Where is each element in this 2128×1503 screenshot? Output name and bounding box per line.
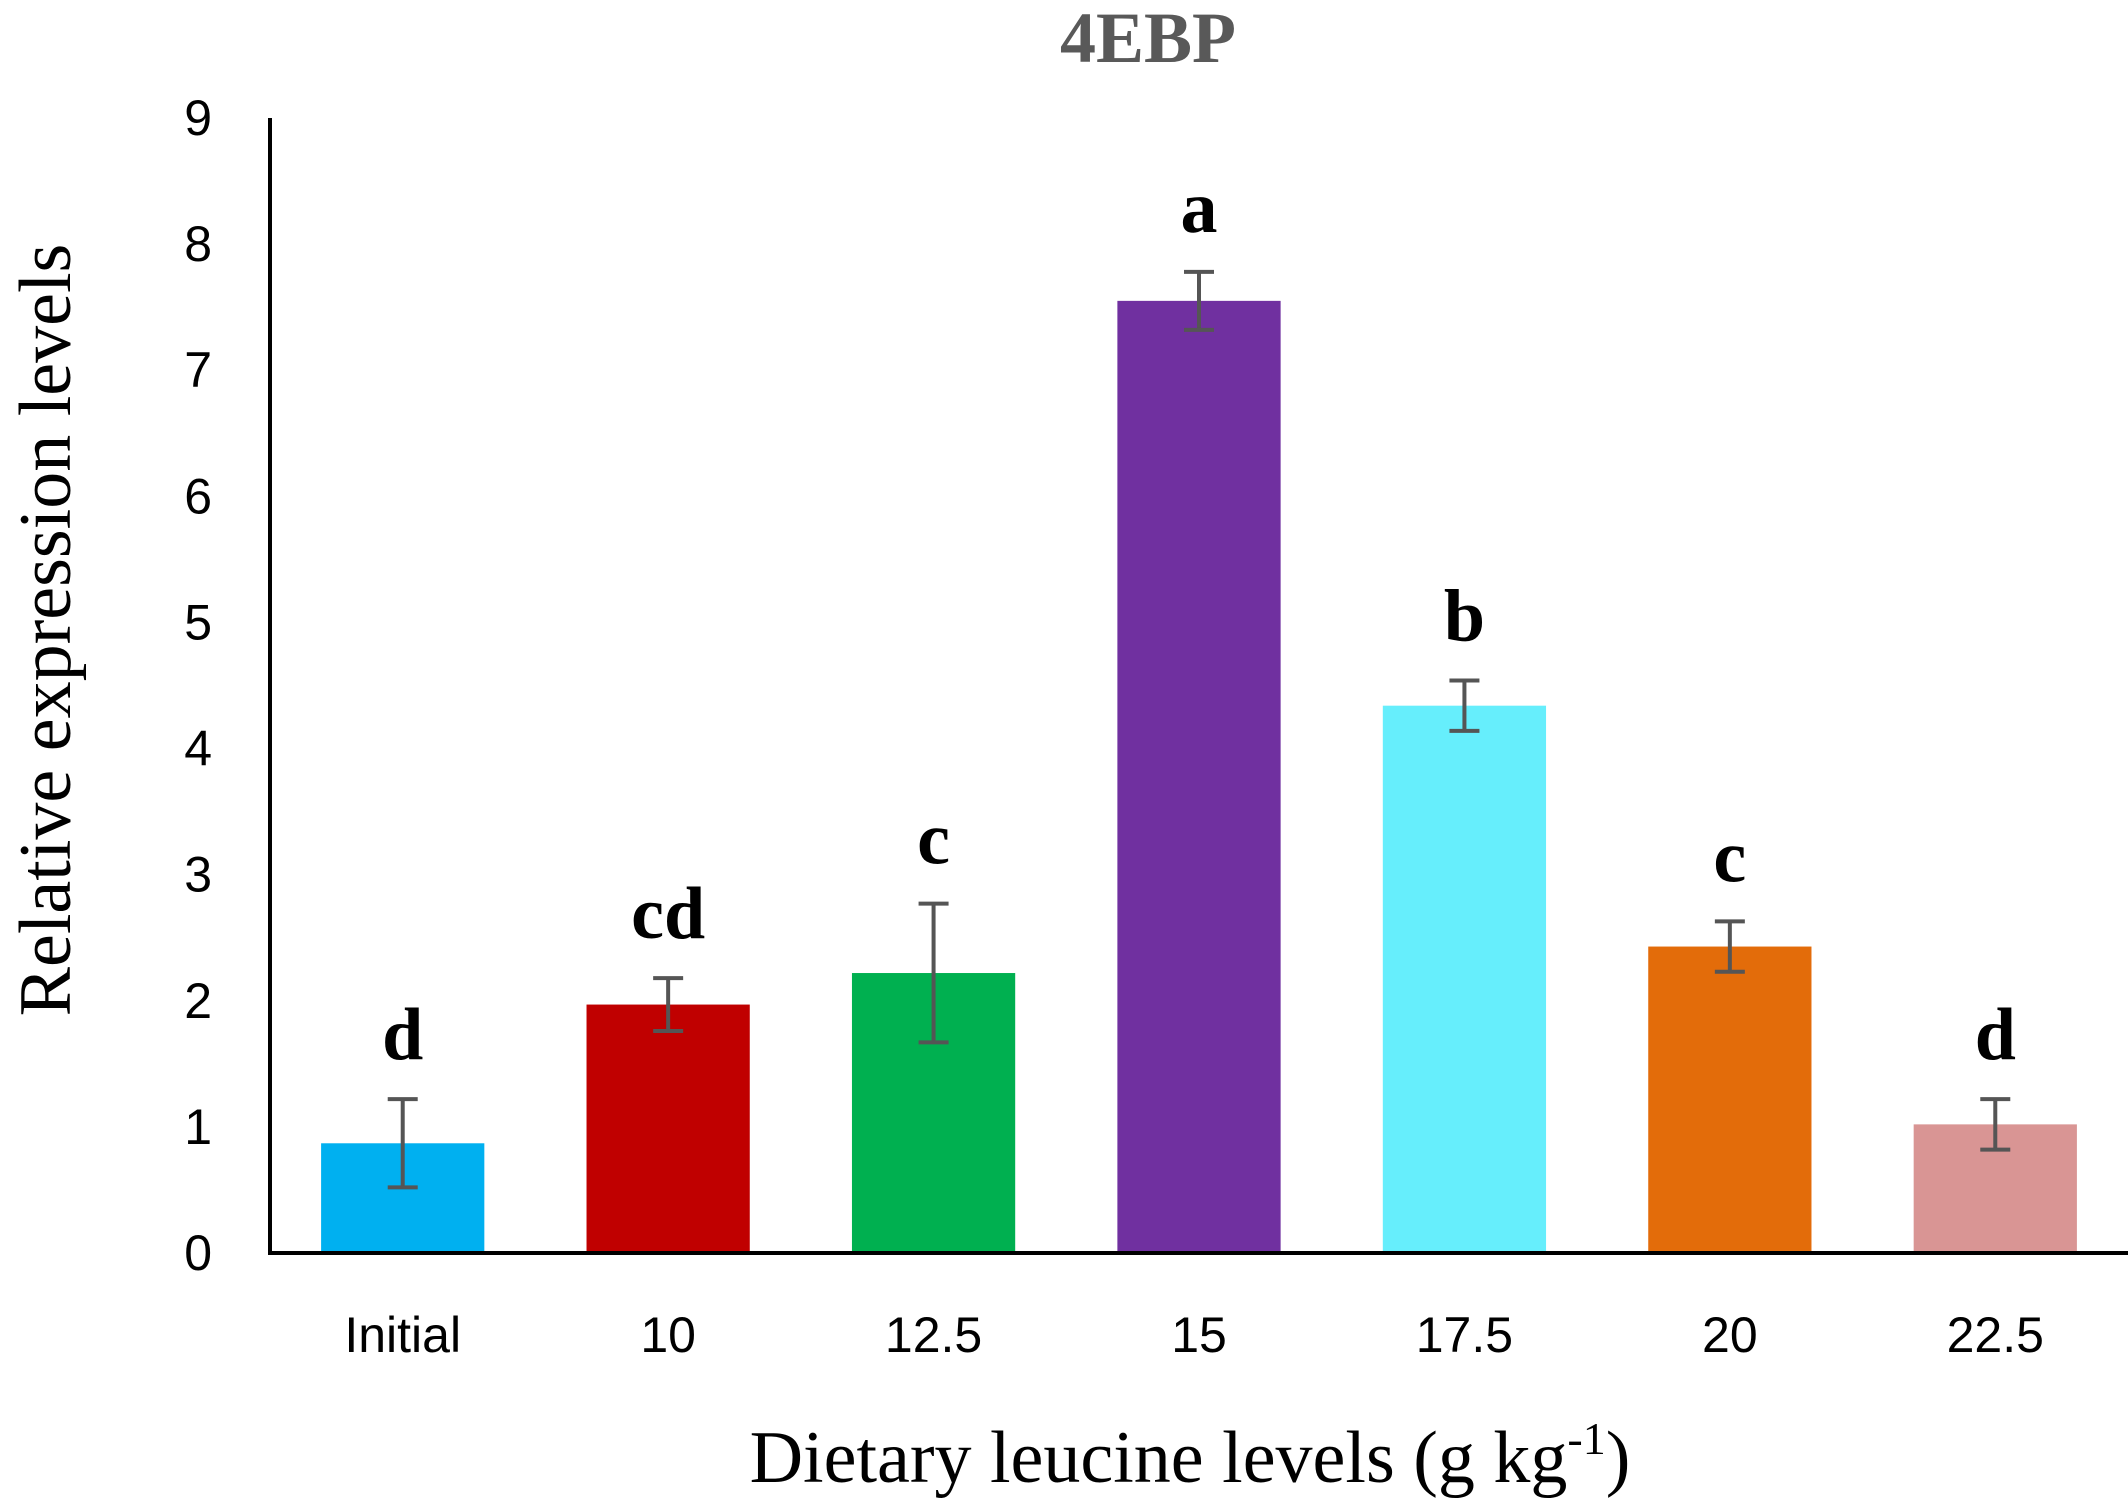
bar xyxy=(586,1004,750,1253)
error-bar xyxy=(1714,919,1745,974)
x-axis-label-main: Dietary leucine levels (g kg xyxy=(750,1417,1568,1499)
error-bar xyxy=(1980,1097,2011,1152)
error-bar xyxy=(1449,678,1480,733)
y-tick-label: 7 xyxy=(184,342,212,398)
y-tick-label: 9 xyxy=(184,90,212,146)
x-tick-label: 22.5 xyxy=(1947,1307,2044,1363)
significance-label: a xyxy=(1181,167,1218,249)
x-tick-label: 12.5 xyxy=(885,1307,982,1363)
x-tick-labels: Initial 10 12.5 15 17.5 20 22.5 xyxy=(344,1307,2044,1363)
y-tick-label: 2 xyxy=(184,973,212,1029)
significance-label: d xyxy=(382,994,423,1076)
y-tick-label: 6 xyxy=(184,468,212,524)
x-tick-label: 17.5 xyxy=(1416,1307,1513,1363)
y-tick-label: 0 xyxy=(184,1225,212,1281)
y-tick-labels: 0 1 2 3 4 5 6 7 8 9 xyxy=(184,90,212,1281)
x-axis-label-superscript: -1 xyxy=(1567,1413,1605,1464)
y-axis-label: Relative expression levels xyxy=(5,244,87,1017)
bars xyxy=(321,300,2077,1254)
significance-label: cd xyxy=(631,873,705,955)
bar xyxy=(1382,705,1547,1253)
significance-label: c xyxy=(917,799,950,881)
error-bars xyxy=(387,269,2011,1190)
y-tick-label: 5 xyxy=(184,594,212,650)
y-tick-label: 1 xyxy=(184,1099,212,1155)
x-axis-label-suffix: ) xyxy=(1606,1417,1631,1499)
significance-label: b xyxy=(1444,575,1485,657)
y-tick-label: 4 xyxy=(184,721,212,777)
error-bar xyxy=(653,976,684,1034)
x-axis-label: Dietary leucine levels (g kg-1) xyxy=(750,1413,1631,1499)
x-tick-label: 15 xyxy=(1171,1307,1227,1363)
bar xyxy=(1648,946,1812,1253)
x-tick-label: Initial xyxy=(344,1307,461,1363)
x-tick-label: 10 xyxy=(640,1307,696,1363)
chart-title: 4EBP xyxy=(1060,0,1236,78)
y-tick-label: 8 xyxy=(184,216,212,272)
significance-label: c xyxy=(1713,816,1746,898)
error-bar xyxy=(387,1097,418,1190)
bar xyxy=(1117,300,1281,1254)
error-bar xyxy=(1184,269,1214,332)
error-bar xyxy=(918,901,949,1045)
y-tick-label: 3 xyxy=(184,847,212,903)
significance-label: d xyxy=(1975,994,2016,1076)
x-tick-label: 20 xyxy=(1702,1307,1758,1363)
